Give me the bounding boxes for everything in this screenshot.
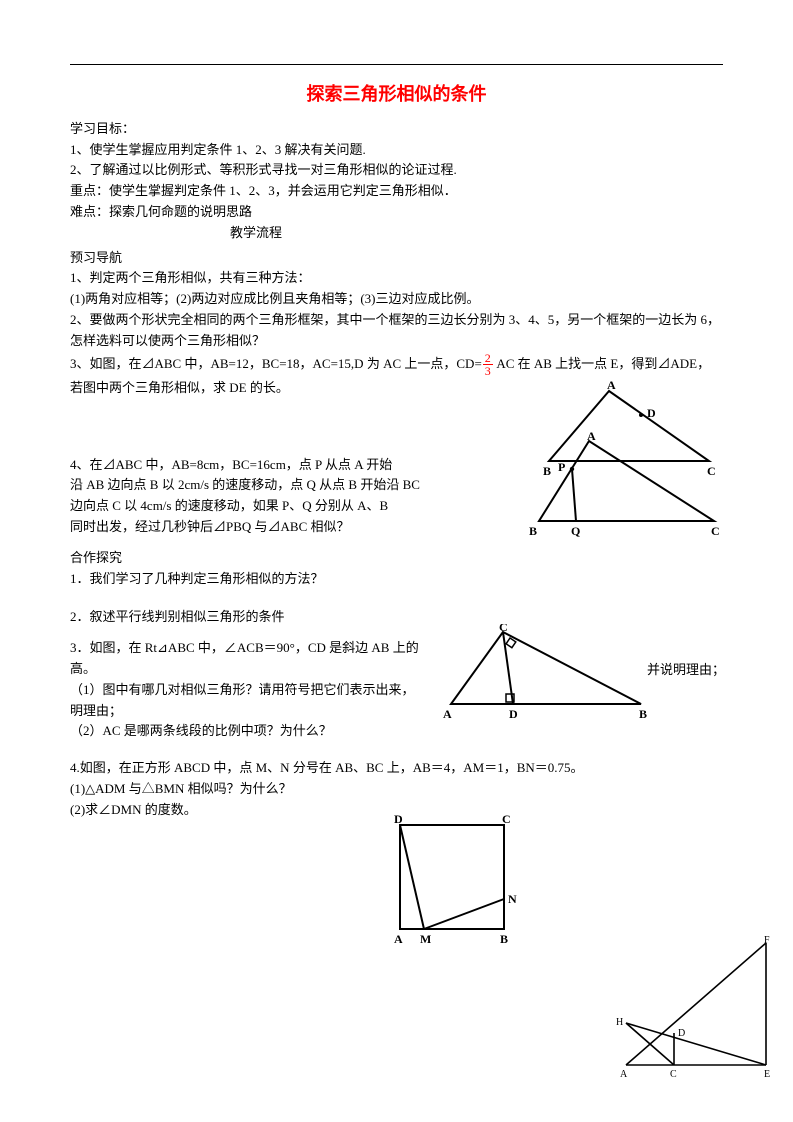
svg-text:C: C [670, 1069, 677, 1080]
goals-head: 学习目标： [70, 119, 723, 140]
c3-row: 3．如图，在 Rt⊿ABC 中，∠ACB＝90°，CD 是斜边 AB 上的高。 … [70, 638, 723, 742]
p4b: 沿 AB 边向点 B 以 2cm/s 的速度移动，点 Q 从点 B 开始沿 BC [70, 475, 450, 496]
triangle-figure-2: A P B Q C [529, 431, 729, 548]
svg-text:C: C [711, 524, 720, 538]
svg-text:B: B [639, 707, 647, 721]
difficulty: 难点：探索几何命题的说明思路 [70, 202, 723, 223]
p4d: 同时出发，经过几秒钟后⊿PBQ 与⊿ABC 相似？ [70, 517, 450, 538]
svg-text:D: D [509, 707, 518, 721]
page-title: 探索三角形相似的条件 [70, 80, 723, 109]
p4-row: 4、在⊿ABC 中，AB=8cm，BC=16cm，点 P 从点 A 开始 沿 A… [70, 455, 723, 538]
c4-head: 4.如图，在正方形 ABCD 中，点 M、N 分号在 AB、BC 上，AB＝4，… [70, 758, 723, 779]
svg-text:B: B [500, 932, 508, 946]
c3a: 3．如图，在 Rt⊿ABC 中，∠ACB＝90°，CD 是斜边 AB 上的高。 [70, 638, 440, 680]
p4c: 边向点 C 以 4cm/s 的速度移动，如果 P、Q 分别从 A、B [70, 496, 450, 517]
p1: 1、判定两个三角形相似，共有三种方法： [70, 268, 723, 289]
flow-label: 教学流程 [70, 223, 723, 244]
svg-text:D: D [678, 1028, 685, 1039]
c3d-pre: 明理由； [70, 701, 440, 722]
p1-sub: (1)两角对应相等；(2)两边对应成比例且夹角相等；(3)三边对应成比例。 [70, 289, 723, 310]
svg-text:D: D [647, 406, 656, 420]
svg-text:M: M [420, 932, 431, 946]
frac-den: 3 [483, 365, 493, 378]
svg-text:F: F [764, 935, 770, 946]
svg-text:C: C [499, 624, 508, 634]
compound-figure: F H D A C E [608, 935, 778, 1092]
preview-head: 预习导航 [70, 248, 723, 269]
svg-text:D: D [394, 812, 403, 826]
svg-text:A: A [394, 932, 403, 946]
fraction-icon: 23 [483, 352, 493, 378]
svg-text:C: C [502, 812, 511, 826]
p3-part-a: 3、如图，在⊿ABC 中，AB=12，BC=18，AC=15,D 为 AC 上一… [70, 356, 482, 371]
c3d: （2）AC 是哪两条线段的比例中项？为什么？ [70, 721, 440, 742]
svg-text:B: B [529, 524, 537, 538]
svg-text:E: E [764, 1069, 770, 1080]
p4a: 4、在⊿ABC 中，AB=8cm，BC=16cm，点 P 从点 A 开始 [70, 455, 450, 476]
c3b-text: （1）图中有哪几对相似三角形？请用符号把它们表示出来， [70, 682, 415, 697]
svg-text:A: A [443, 707, 452, 721]
coop-head: 合作探究 [70, 548, 723, 569]
svg-text:P: P [558, 460, 565, 474]
goal-1: 1、使学生掌握应用判定条件 1、2、3 解决有关问题. [70, 140, 723, 161]
p2: 2、要做两个形状完全相同的两个三角形框架，其中一个框架的三边长分别为 3、4、5… [70, 310, 723, 352]
c4a: (1)△ADM 与△BMN 相似吗？为什么？ [70, 779, 723, 800]
top-rule [70, 64, 723, 65]
svg-text:A: A [620, 1069, 628, 1080]
svg-text:N: N [508, 892, 517, 906]
c3b: （1）图中有哪几对相似三角形？请用符号把它们表示出来， [70, 680, 440, 701]
c1: 1．我们学习了几种判定三角形相似的方法？ [70, 569, 723, 590]
svg-text:Q: Q [571, 524, 580, 538]
square-figure: D C N A M B [380, 811, 530, 968]
goal-2: 2、了解通过以比例形式、等积形式寻找一对三角形相似的论证过程. [70, 160, 723, 181]
keypoint: 重点：使学生掌握判定条件 1、2、3，并会运用它判定三角形相似． [70, 181, 723, 202]
svg-text:A: A [587, 431, 596, 443]
svg-text:H: H [616, 1017, 623, 1028]
c3c-right: 并说明理由； [647, 660, 725, 681]
frac-num: 2 [483, 352, 493, 366]
svg-text:A: A [607, 379, 616, 392]
right-triangle-figure: C A D B [443, 624, 653, 729]
